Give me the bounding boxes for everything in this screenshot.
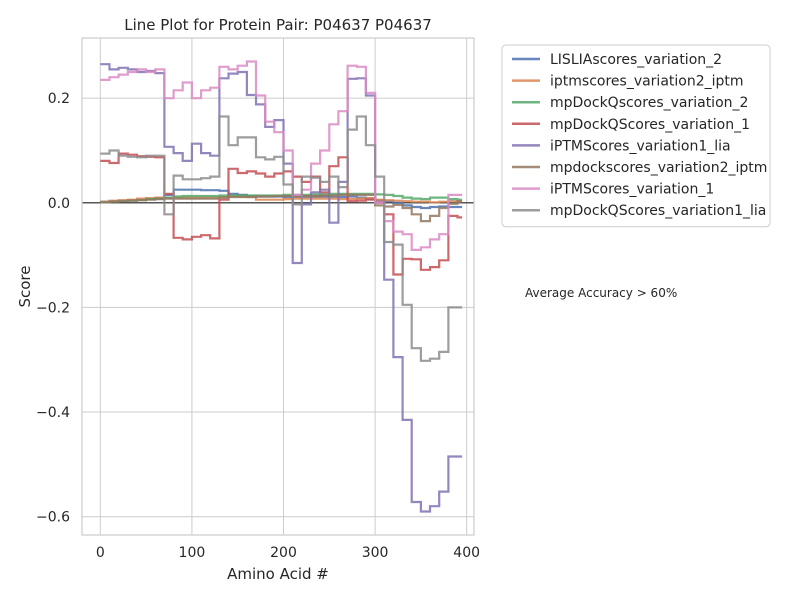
y-tick-label: 0.0 <box>48 196 70 212</box>
series-line-7 <box>100 115 463 362</box>
legend-label-0: LISLIAscores_variation_2 <box>550 52 722 68</box>
legend-label-2: mpDockQscores_variation_2 <box>550 95 748 111</box>
accuracy-annotation: Average Accuracy > 60% <box>525 286 677 300</box>
x-tick-label: 100 <box>179 545 206 561</box>
series-line-3 <box>100 152 463 276</box>
y-tick-label: −0.4 <box>36 405 70 421</box>
x-tick-label: 200 <box>270 545 297 561</box>
y-tick-label: −0.6 <box>36 510 70 526</box>
series-line-5 <box>100 193 463 223</box>
legend-label-6: iPTMScores_variation_1 <box>550 182 714 198</box>
plot-frame <box>81 37 475 536</box>
series-layer <box>100 60 463 513</box>
series-line-6 <box>100 60 463 251</box>
legend-label-1: iptmscores_variation2_iptm <box>550 74 744 90</box>
y-tick-labels: −0.6 −0.4 −0.2 0.0 0.2 <box>36 91 70 526</box>
x-tick-labels: 0 100 200 300 400 <box>96 545 480 561</box>
y-axis-label: Score <box>16 265 34 307</box>
legend: LISLIAscores_variation_2 iptmscores_varia… <box>501 44 771 228</box>
legend-label-7: mpDockQScores_variation1_lia <box>550 203 766 219</box>
legend-label-4: iPTMScores_variation1_lia <box>550 138 731 154</box>
x-tick-label: 300 <box>362 545 389 561</box>
legend-label-5: mpdockscores_variation2_iptm <box>550 160 767 176</box>
x-tick-label: 0 <box>96 545 105 561</box>
y-tick-label: −0.2 <box>36 300 70 316</box>
legend-box <box>501 44 771 228</box>
grid-lines <box>82 38 474 535</box>
y-tick-label: 0.2 <box>48 91 70 107</box>
legend-label-3: mpDockQScores_variation_1 <box>550 117 750 133</box>
chart-title: Line Plot for Protein Pair: P04637 P0463… <box>124 16 432 34</box>
x-tick-label: 400 <box>453 545 480 561</box>
x-axis-label: Amino Acid # <box>227 565 329 583</box>
